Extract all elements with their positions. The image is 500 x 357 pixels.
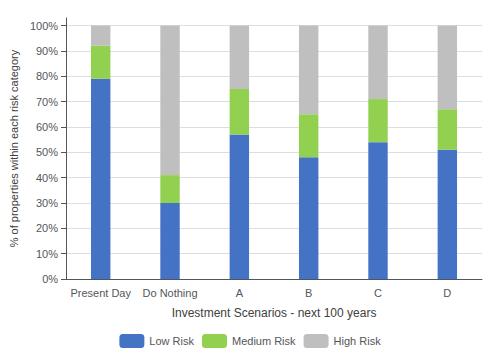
svg-text:40%: 40% (36, 172, 58, 184)
svg-text:C: C (374, 287, 382, 299)
svg-text:Do Nothing: Do Nothing (143, 287, 198, 299)
svg-text:B: B (305, 287, 312, 299)
svg-text:Low Risk: Low Risk (149, 335, 194, 347)
svg-text:60%: 60% (36, 121, 58, 133)
svg-text:20%: 20% (36, 222, 58, 234)
svg-text:10%: 10% (36, 248, 58, 260)
svg-text:Present Day: Present Day (70, 287, 131, 299)
svg-text:Investment Scenarios - next 10: Investment Scenarios - next 100 years (172, 306, 377, 320)
svg-text:0%: 0% (42, 273, 58, 285)
svg-text:% of properties within each ri: % of properties within each risk categor… (8, 49, 20, 247)
svg-text:50%: 50% (36, 146, 58, 158)
svg-text:30%: 30% (36, 197, 58, 209)
svg-text:70%: 70% (36, 96, 58, 108)
svg-text:100%: 100% (30, 20, 58, 32)
svg-text:A: A (236, 287, 244, 299)
svg-text:90%: 90% (36, 45, 58, 57)
svg-text:High Risk: High Risk (334, 335, 382, 347)
svg-text:D: D (443, 287, 451, 299)
svg-text:Medium Risk: Medium Risk (232, 335, 296, 347)
svg-text:80%: 80% (36, 70, 58, 82)
